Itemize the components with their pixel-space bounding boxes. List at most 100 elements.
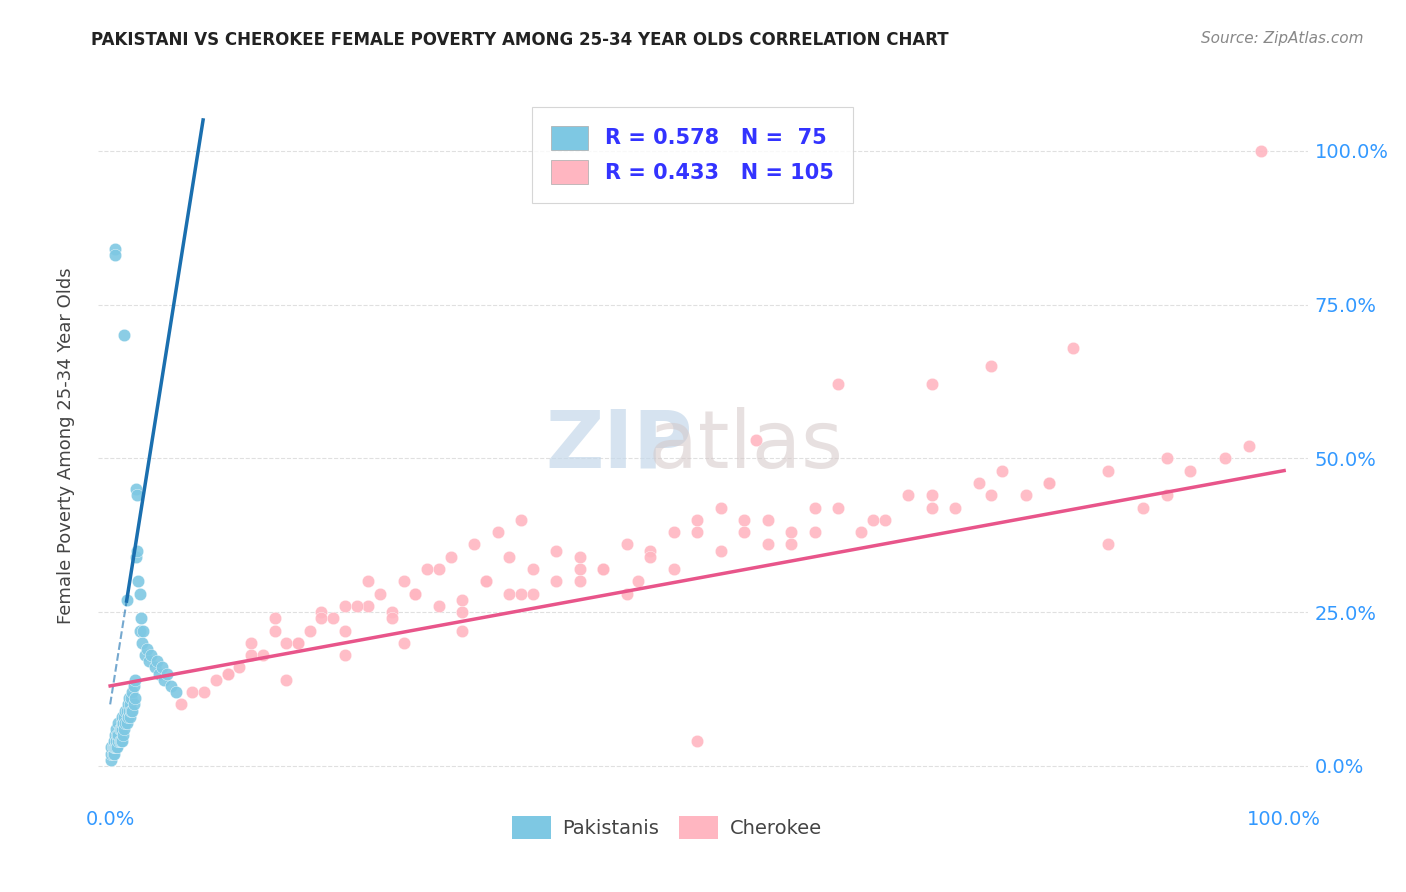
Point [114,704,136,718]
Point [104,740,127,755]
Point [862,513,884,527]
Point [404,587,426,601]
Text: Source: ZipAtlas.com: Source: ZipAtlas.com [1201,31,1364,46]
Point [122,679,145,693]
Point [710,543,733,558]
Point [381,611,404,625]
Point [101,747,124,761]
Point [686,734,709,748]
Point [311,611,333,625]
Point [803,525,825,540]
Point [127,574,149,589]
Point [1156,451,1178,466]
Point [662,525,685,540]
Point [451,605,474,619]
Point [121,685,143,699]
Point [110,734,132,748]
Point [105,728,128,742]
Point [392,574,415,589]
Point [115,592,138,607]
Point [991,464,1014,478]
Point [112,328,135,343]
Point [616,587,638,601]
Point [463,537,485,551]
Point [100,753,122,767]
Point [510,513,533,527]
Point [475,574,498,589]
Point [287,636,309,650]
Point [333,624,356,638]
Point [131,636,153,650]
Point [381,605,404,619]
Point [686,513,709,527]
Point [112,715,135,730]
Point [111,734,134,748]
Point [122,698,145,712]
Point [117,709,139,723]
Point [105,722,128,736]
Point [616,537,638,551]
Point [357,574,380,589]
Legend: Pakistanis, Cherokee: Pakistanis, Cherokee [505,808,830,847]
Point [118,704,141,718]
Point [1038,475,1060,490]
Point [897,488,920,502]
Point [803,500,825,515]
Point [101,747,124,761]
Point [921,500,943,515]
Point [439,549,461,564]
Point [780,525,803,540]
Point [103,747,125,761]
Point [120,698,142,712]
Point [148,666,170,681]
Point [1156,488,1178,502]
Point [111,722,134,736]
Point [873,513,896,527]
Point [115,715,138,730]
Point [311,605,333,619]
Point [546,574,568,589]
Point [522,587,544,601]
Point [118,691,141,706]
Point [217,666,239,681]
Point [368,587,391,601]
Point [568,562,591,576]
Point [120,691,142,706]
Point [475,574,498,589]
Point [756,537,779,551]
Point [252,648,274,662]
Point [110,722,132,736]
Point [1097,537,1119,551]
Point [204,673,226,687]
Point [1097,464,1119,478]
Text: ZIP: ZIP [546,407,693,485]
Point [143,660,166,674]
Point [1038,475,1060,490]
Point [427,599,450,613]
Point [135,642,157,657]
Point [107,734,129,748]
Point [217,666,239,681]
Point [333,648,356,662]
Point [921,488,943,502]
Point [1062,341,1084,355]
Point [980,488,1002,502]
Point [298,624,321,638]
Point [105,740,128,755]
Point [1250,144,1272,158]
Point [128,587,150,601]
Point [111,715,134,730]
Point [686,525,709,540]
Point [451,592,474,607]
Text: atlas: atlas [546,407,842,485]
Point [263,624,285,638]
Point [107,728,129,742]
Point [105,734,128,748]
Point [733,525,755,540]
Point [108,722,131,736]
Point [125,482,148,496]
Point [112,728,135,742]
Point [104,242,127,256]
Point [121,704,143,718]
Point [276,673,298,687]
